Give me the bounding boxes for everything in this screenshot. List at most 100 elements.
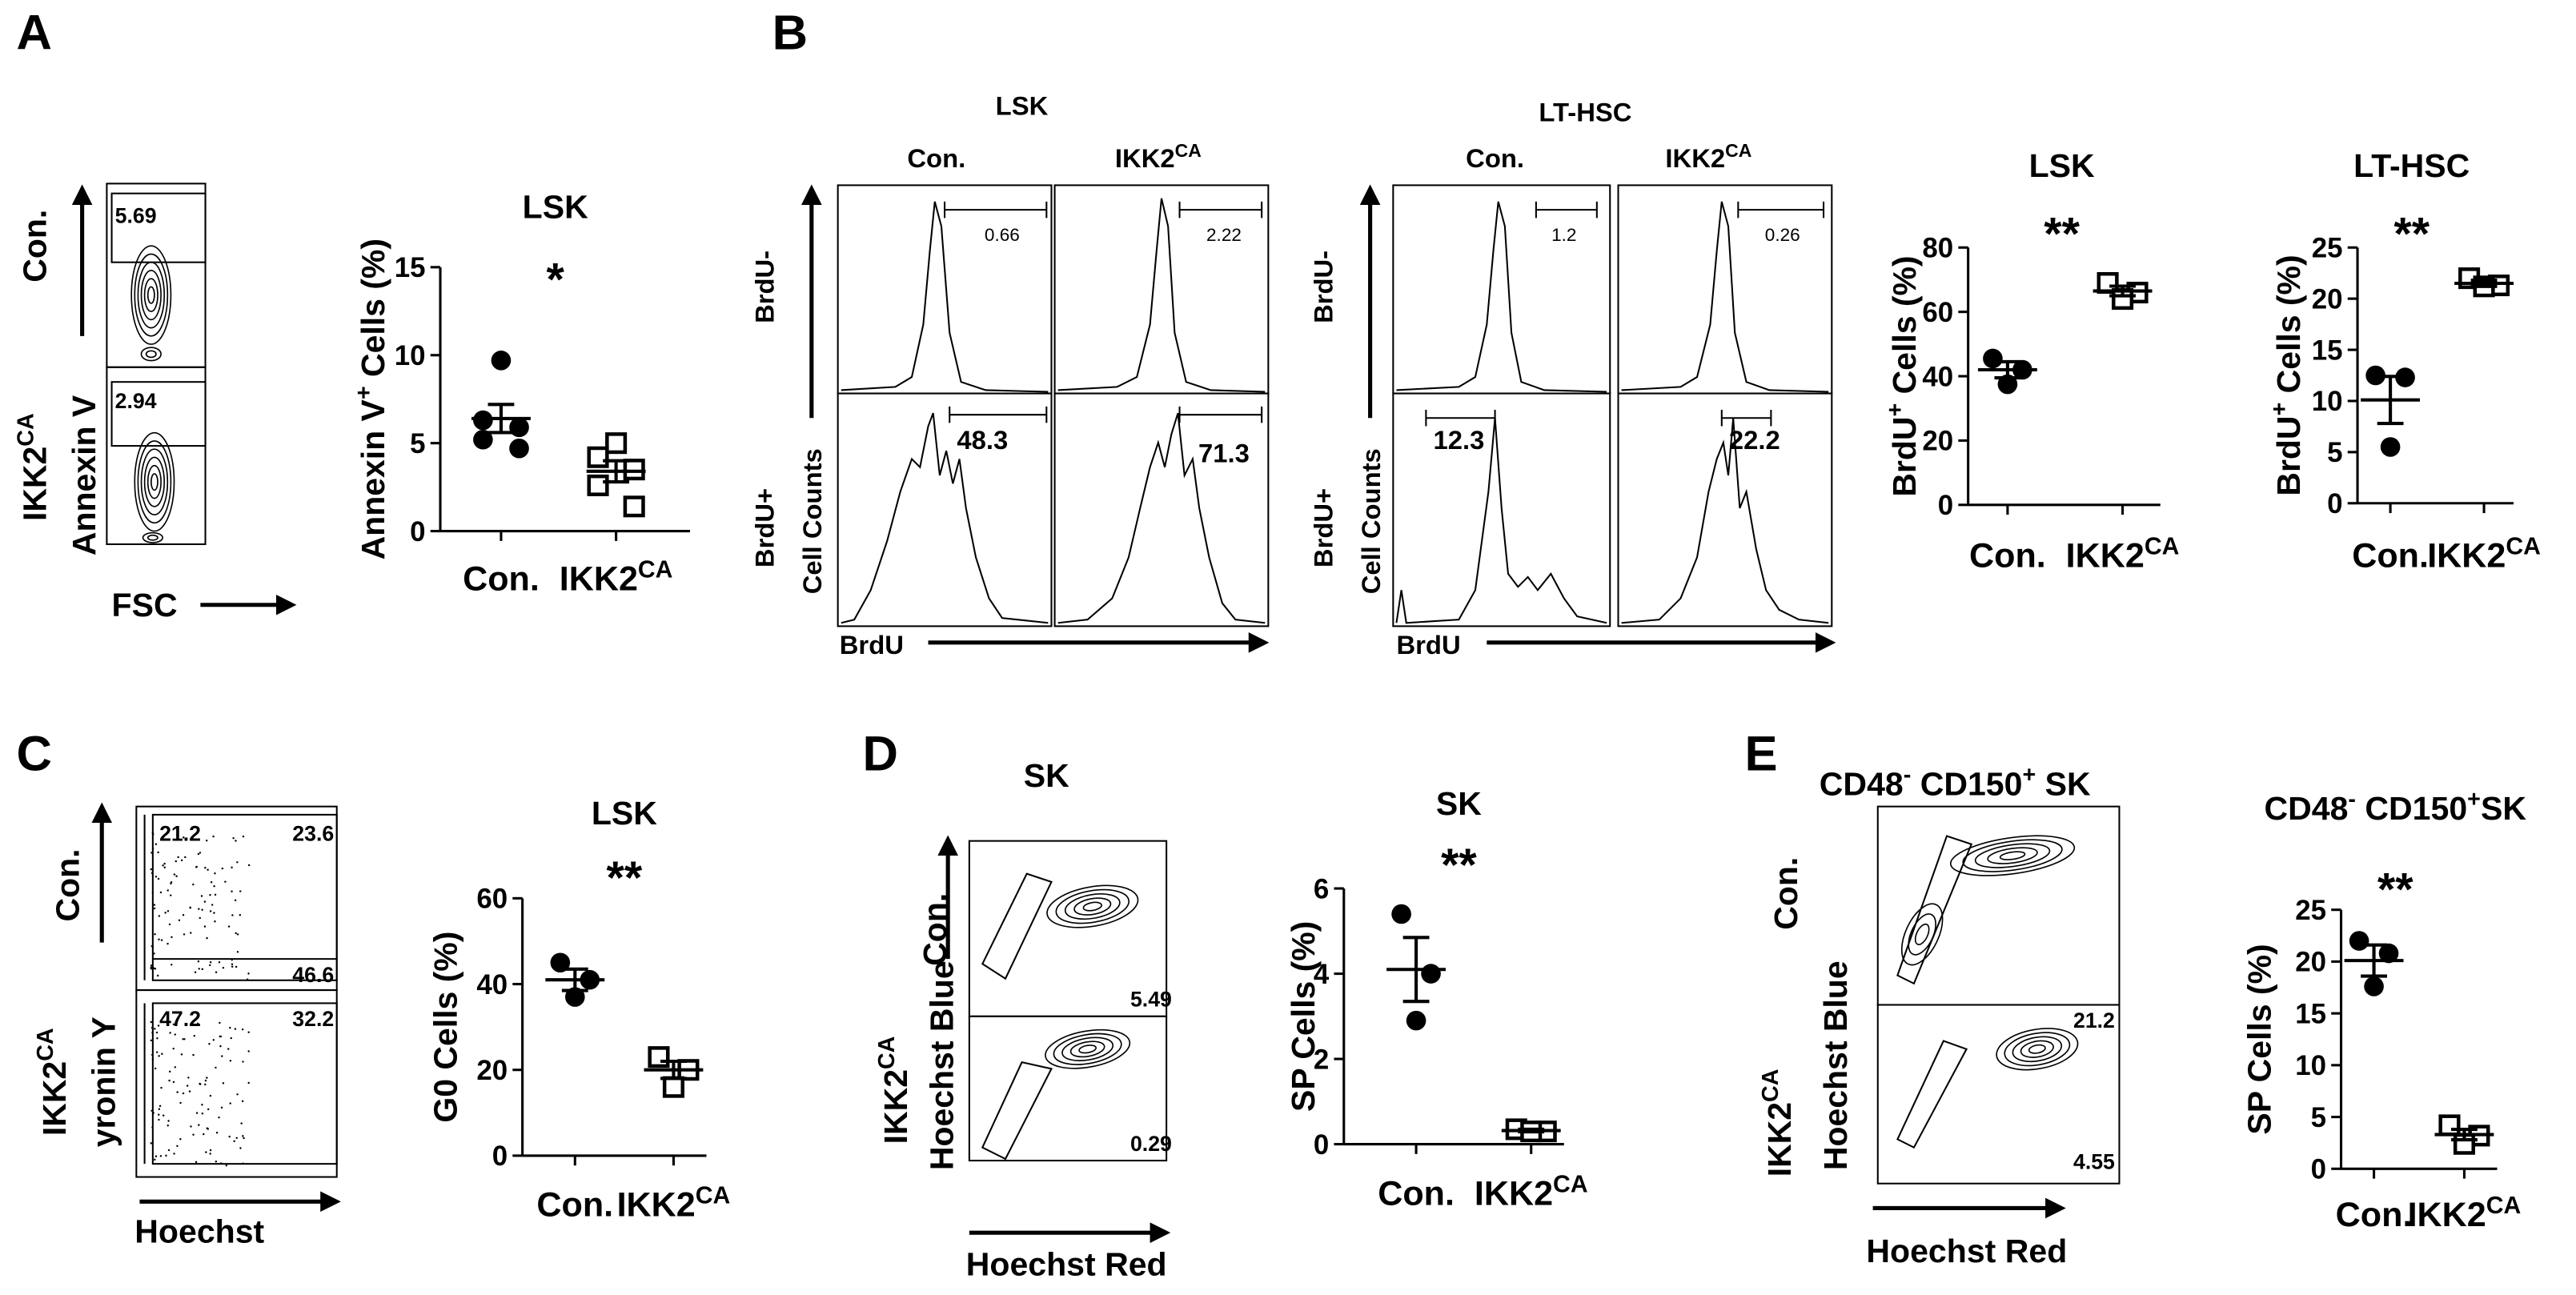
event-dot: [236, 861, 239, 864]
event-dot: [227, 1048, 230, 1050]
data-point: [2365, 365, 2385, 386]
event-dot: [213, 884, 215, 888]
event-dot: [167, 942, 169, 945]
y-axis-label: Annexin V+ Cells (%): [351, 239, 391, 559]
event-dot: [209, 910, 212, 912]
y-tick-label: 15: [2295, 998, 2326, 1029]
text-part: Con.: [1767, 857, 1804, 930]
contour: [2004, 1032, 2071, 1067]
event-dot: [183, 1038, 186, 1040]
event-dot: [198, 908, 200, 910]
gate: [151, 813, 338, 981]
event-dot: [211, 904, 214, 906]
event-dot: [190, 1125, 192, 1128]
histogram: [1621, 201, 1829, 393]
event-dot: [218, 961, 221, 964]
chart-title: LSK: [2029, 147, 2095, 184]
gate-value: 21.2: [159, 822, 201, 846]
event-dot: [212, 1039, 215, 1041]
contour: [1949, 835, 2076, 876]
event-dot: [151, 1126, 154, 1129]
event-dot: [209, 1153, 211, 1155]
text-part: IKK2: [877, 1069, 914, 1144]
contour: [1053, 1032, 1122, 1065]
event-dot: [234, 899, 237, 902]
event-dot: [162, 864, 164, 867]
contour: [1987, 847, 2038, 864]
event-dot: [195, 1161, 198, 1164]
error-bar: [660, 1059, 687, 1081]
event-dot: [215, 1132, 219, 1134]
y-tick-label: 15: [2312, 335, 2343, 366]
data-point: [491, 351, 512, 371]
y-tick-label: 10: [395, 340, 426, 371]
superscript: CA: [874, 1036, 900, 1069]
event-dot: [155, 1051, 158, 1053]
event-dot: [158, 915, 161, 917]
event-dot: [151, 945, 154, 948]
gate: [944, 201, 1048, 219]
event-dot: [247, 864, 251, 867]
event-dot: [180, 859, 183, 862]
event-dot: [170, 882, 172, 885]
panel-letter: D: [862, 727, 897, 782]
text-part: Con.: [2336, 1196, 2413, 1234]
event-dot: [214, 893, 217, 896]
event-dot: [201, 1103, 203, 1106]
event-dot: [231, 890, 233, 892]
event-dot: [218, 1116, 220, 1119]
gate: [110, 192, 207, 263]
event-dot: [153, 907, 156, 910]
gate: [1178, 201, 1263, 219]
x-tick-label: IKK2CA: [2408, 1193, 2522, 1234]
y-axis-label: SP Cells (%): [1285, 921, 1322, 1112]
axis-label: Hoechst: [134, 1213, 264, 1249]
event-dot: [150, 1026, 154, 1029]
event-dot: [242, 1060, 244, 1063]
event-dot: [164, 912, 167, 914]
contour: [1962, 839, 2063, 872]
event-dot: [173, 873, 176, 876]
gate-value: 21.2: [2073, 1008, 2115, 1032]
plot-frame: [1876, 1004, 2121, 1185]
row-label: IKK2CA: [33, 1028, 73, 1136]
column-label: IKK2CA: [1665, 140, 1751, 173]
gate: [110, 381, 207, 447]
event-dot: [224, 880, 227, 883]
data-point: [648, 1046, 670, 1068]
text-part: IKK2: [1475, 1174, 1553, 1213]
event-dot: [247, 1031, 250, 1033]
event-dot: [173, 1153, 175, 1155]
event-dot: [192, 883, 195, 886]
contour: [1064, 893, 1121, 920]
data-point: [623, 459, 645, 481]
error-bar: [2451, 1128, 2478, 1142]
gate: [949, 406, 1048, 423]
axis-label: Cell Counts: [1356, 448, 1386, 594]
event-dot: [241, 1100, 244, 1103]
y-axis-label: BrdU+ Cells (%): [2267, 255, 2307, 495]
row-label: BrdU-: [750, 251, 780, 323]
annotation: *: [546, 255, 564, 306]
contour: [1045, 1028, 1131, 1069]
plot-frame: [1392, 392, 1611, 627]
event-dot: [242, 835, 245, 838]
axis-label: Hoechst Red: [966, 1245, 1167, 1282]
panel-letter: B: [772, 5, 808, 60]
flow-panel-b: LSK Con. IKK2CA 0.66 2.22 48.3 71.3 BrdU…: [750, 90, 1836, 660]
event-dot: [236, 951, 239, 953]
contour: [1078, 1044, 1097, 1054]
data-point: [2438, 1114, 2461, 1137]
text-part: Cells (%): [355, 239, 391, 386]
event-dot: [193, 1034, 196, 1037]
event-dot: [182, 1092, 185, 1095]
contour: [137, 261, 166, 329]
event-dot: [205, 840, 208, 842]
event-dot: [161, 1052, 163, 1055]
contour: [130, 245, 172, 345]
event-dot: [151, 848, 154, 850]
contour: [146, 286, 155, 304]
x-tick-label: IKK2CA: [2427, 533, 2541, 575]
contour: [1061, 1036, 1114, 1062]
dot-plot: LT-HSC ** BrdU+ Cells (%) 0 5 10 15 20 25 Con.IKK…: [2267, 147, 2541, 575]
